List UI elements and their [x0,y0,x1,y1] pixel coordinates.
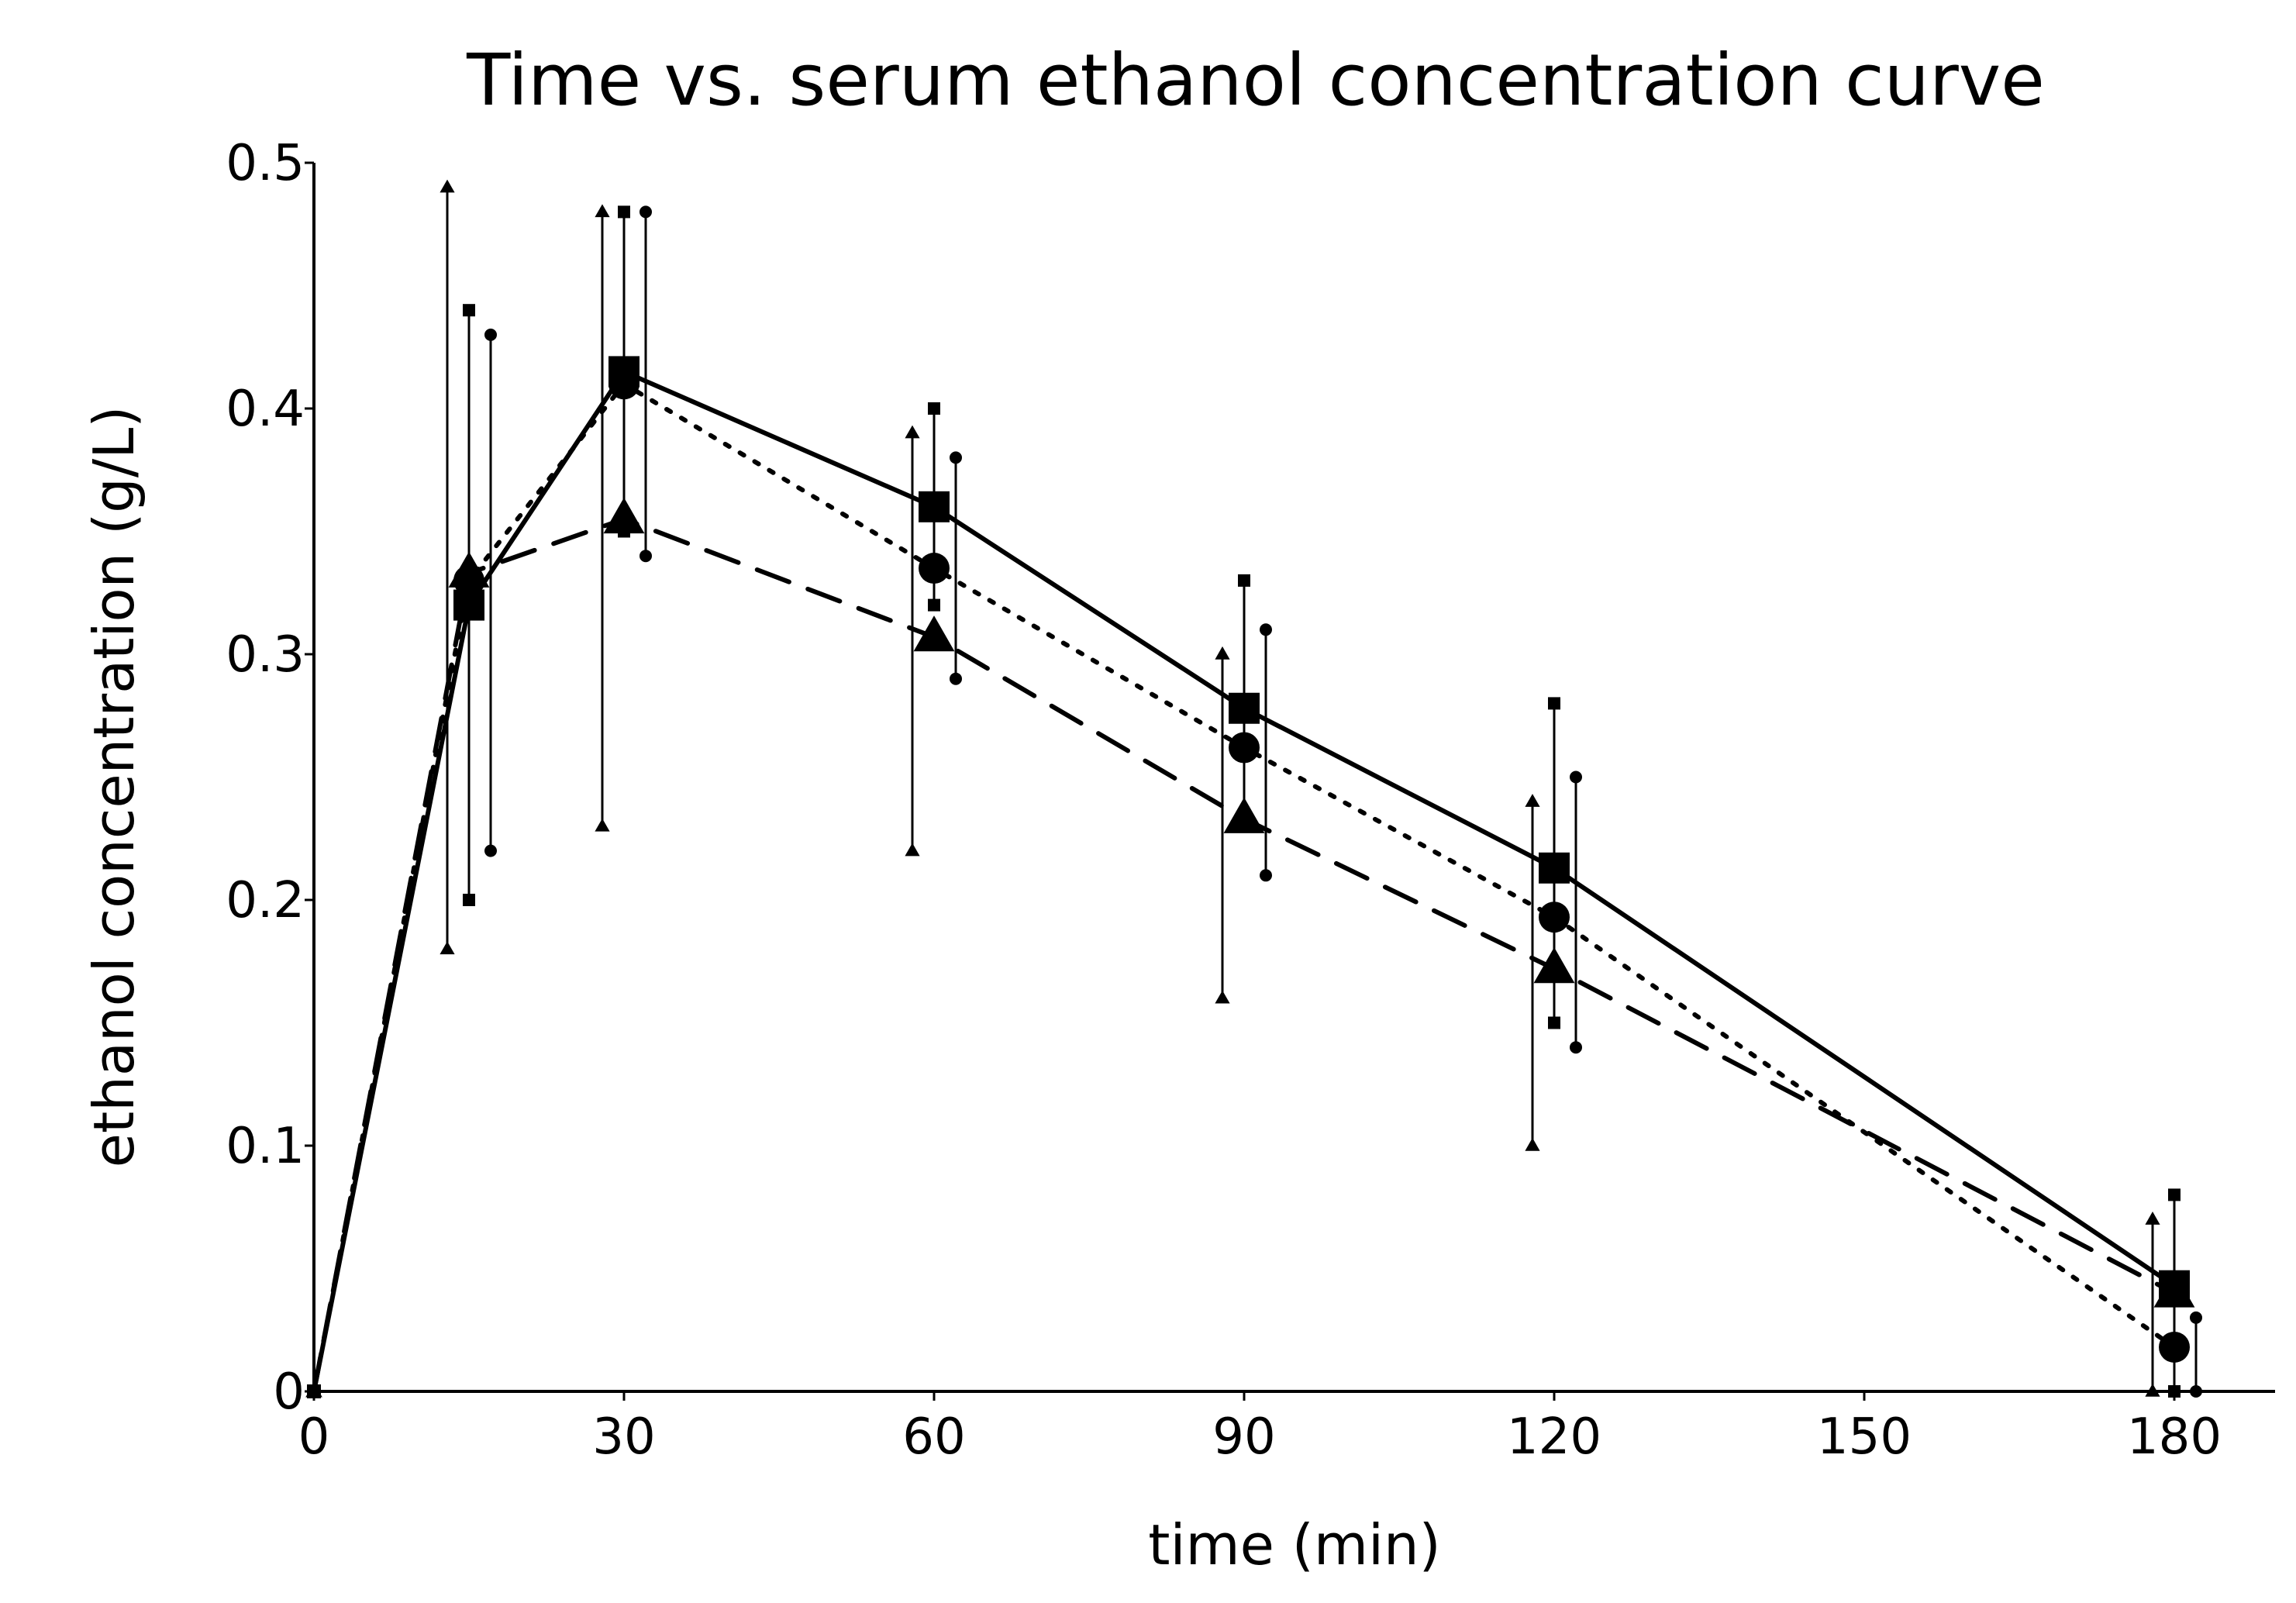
data-point-circle [1229,732,1260,764]
error-cap [640,205,652,219]
error-cap [928,598,940,612]
error-cap [2168,1385,2181,1398]
data-point-circle [1539,901,1570,933]
error-cap [905,843,920,857]
series-line-solid [312,369,2177,1394]
x-tick-label: 30 [592,1408,655,1466]
data-point-circle [2159,1331,2190,1363]
y-tick-label: 0.4 [226,381,305,438]
data-point-circle [919,553,950,584]
error-cap [1525,1137,1540,1151]
data-point-triangle [1533,947,1575,984]
error-cap [1215,646,1230,660]
series-triangle [305,179,2195,1398]
error-cap [1525,794,1540,807]
data-point-circle [608,368,640,400]
error-cap [2145,1212,2160,1225]
error-cap [950,451,962,464]
series-square [307,205,2190,1398]
x-tick-label: 90 [1212,1408,1275,1466]
error-cap [440,941,455,955]
data-point-triangle [305,1382,322,1398]
data-point-square [1229,692,1260,724]
series-circle [307,205,2202,1398]
chart-title: Time vs. serum ethanol concentration cur… [466,39,2045,122]
error-cap [1570,1041,1582,1054]
error-cap [2145,1383,2160,1397]
error-cap [905,425,920,439]
x-tick-label: 180 [2127,1408,2222,1466]
error-cap [595,818,610,832]
error-cap [2190,1385,2202,1398]
y-axis-label: ethanol concentration (g/L) [81,406,147,1168]
error-cap [640,550,652,563]
error-cap [618,205,630,219]
data-point-triangle [448,551,490,588]
error-cap [2168,1188,2181,1201]
error-cap [484,844,497,857]
series-layer [305,179,2202,1398]
x-axis-label: time (min) [1148,1512,1441,1577]
data-point-triangle [1223,797,1265,833]
error-cap [1548,697,1560,710]
axes: 0 30 60 90 120 150 180 0 0.1 0.2 0.3 0.4 0.5 [226,135,2275,1466]
y-tick-label: 0.3 [226,626,305,684]
error-cap [595,204,610,218]
data-point-triangle [2153,1271,2195,1308]
error-cap [484,328,497,341]
data-point-triangle [913,615,955,652]
y-tick-label: 0.5 [226,135,305,192]
y-tick-label: 0.1 [226,1118,305,1175]
error-cap [1548,1016,1560,1029]
error-cap [440,179,455,193]
x-tick-label: 0 [298,1408,330,1466]
error-cap [463,894,475,906]
error-cap [928,402,940,415]
series-line-dotted [312,381,2177,1394]
error-cap [1215,990,1230,1004]
data-point-square [1539,852,1570,884]
error-cap [1260,623,1272,636]
error-cap [950,672,962,685]
error-cap [1260,869,1272,882]
x-tick-label: 120 [1507,1408,1601,1466]
x-tick-label: 150 [1817,1408,1912,1466]
data-point-triangle [603,497,645,534]
y-tick-label: 0 [273,1363,305,1421]
x-tick-label: 60 [902,1408,965,1466]
data-point-square [919,491,950,522]
error-cap [1238,574,1250,587]
error-cap [2190,1311,2202,1324]
y-tick-label: 0.2 [226,872,305,929]
error-cap [463,304,475,317]
error-cap [1570,770,1582,784]
